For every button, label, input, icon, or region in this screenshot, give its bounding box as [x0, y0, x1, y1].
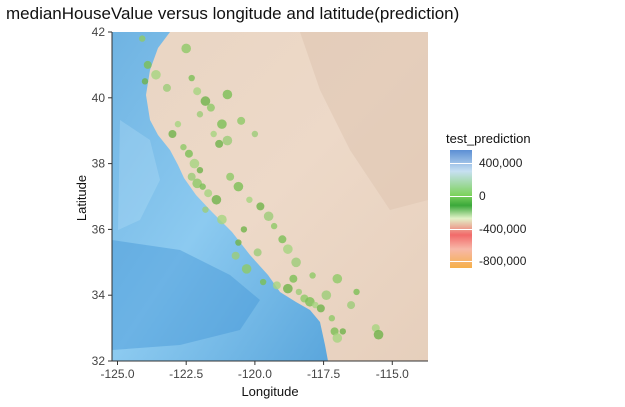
data-point [181, 43, 191, 54]
x-tick-label: -120.0 [238, 367, 272, 381]
y-ticks: 32 34 36 38 40 42 [92, 25, 112, 368]
data-point [210, 130, 217, 138]
data-point [240, 226, 248, 233]
data-point [347, 301, 356, 310]
data-point [253, 248, 262, 257]
data-point [192, 178, 202, 189]
data-point [217, 214, 227, 225]
legend-label: 400,000 [479, 156, 523, 171]
legend-label: -800,000 [479, 254, 527, 269]
x-axis-label: Longitude [241, 384, 298, 399]
data-point [256, 202, 265, 211]
data-point [202, 206, 209, 213]
y-tick-label: 34 [92, 288, 106, 302]
y-tick-label: 42 [92, 25, 106, 39]
x-tick-label: -115.0 [376, 367, 409, 381]
data-point [168, 129, 177, 138]
data-point [278, 235, 287, 244]
data-point [373, 329, 384, 340]
data-point [291, 257, 301, 268]
data-point [283, 283, 293, 294]
x-ticks: -125.0 -122.5 -120.0 -117.5 -115.0 [100, 361, 409, 381]
data-point [283, 244, 293, 254]
data-point [162, 83, 171, 92]
data-point [222, 135, 233, 146]
legend-label: 0 [479, 188, 486, 203]
data-point [316, 304, 325, 313]
x-tick-label: -122.5 [169, 367, 203, 381]
data-point [226, 172, 235, 181]
data-point [305, 296, 315, 307]
data-point [235, 239, 242, 246]
legend-tick [450, 228, 472, 230]
data-point [353, 288, 360, 296]
data-point [231, 251, 240, 260]
data-point [204, 189, 213, 198]
data-point [211, 194, 222, 205]
x-tick-label: -117.5 [307, 367, 340, 381]
y-tick-label: 36 [92, 222, 106, 236]
data-point [196, 166, 204, 174]
data-point [259, 278, 267, 286]
data-point [270, 222, 278, 230]
legend-colorbar [450, 150, 472, 268]
legend-tick [450, 261, 472, 263]
data-point [184, 149, 193, 158]
y-axis-label: Latitude [74, 175, 89, 221]
x-tick-label: -125.0 [100, 367, 134, 381]
data-point [222, 89, 233, 100]
y-tick-label: 40 [92, 91, 106, 105]
data-point [309, 272, 316, 279]
data-point [312, 301, 319, 309]
data-point [332, 273, 343, 284]
data-point [187, 172, 196, 181]
data-point [263, 211, 274, 222]
data-point [289, 274, 298, 283]
legend-tick [450, 163, 472, 165]
data-point [217, 119, 227, 129]
data-point [237, 116, 246, 125]
data-point [328, 315, 336, 322]
map-basemap [112, 32, 428, 361]
data-point [339, 328, 347, 335]
data-point [193, 87, 202, 96]
data-point [143, 60, 152, 69]
data-point [241, 264, 252, 274]
data-point [233, 181, 244, 192]
data-point [246, 196, 253, 203]
data-point [251, 130, 259, 138]
desert-shading [300, 32, 428, 210]
data-point [321, 290, 332, 301]
data-point [141, 78, 149, 85]
ocean-dark-patch [112, 240, 260, 350]
data-point [180, 143, 187, 151]
data-point [151, 69, 161, 80]
data-point [199, 183, 206, 190]
data-point [272, 281, 281, 290]
data-point [188, 74, 195, 82]
y-tick-label: 38 [92, 157, 106, 171]
data-point [200, 96, 211, 106]
data-point [295, 288, 303, 296]
legend-title: test_prediction [446, 131, 531, 146]
y-tick-label: 32 [92, 354, 106, 368]
chart-title: medianHouseValue versus longitude and la… [6, 4, 460, 23]
data-point [332, 333, 343, 343]
ocean-area [112, 32, 328, 361]
data-point [196, 111, 204, 118]
legend-label: -400,000 [479, 221, 527, 236]
legend-tick [450, 195, 472, 197]
data-point [215, 139, 224, 148]
data-point [174, 120, 182, 128]
data-point [189, 158, 200, 169]
data-point [206, 103, 215, 112]
data-point [139, 35, 146, 42]
ocean-light-patch [118, 120, 160, 230]
data-points [139, 35, 384, 343]
